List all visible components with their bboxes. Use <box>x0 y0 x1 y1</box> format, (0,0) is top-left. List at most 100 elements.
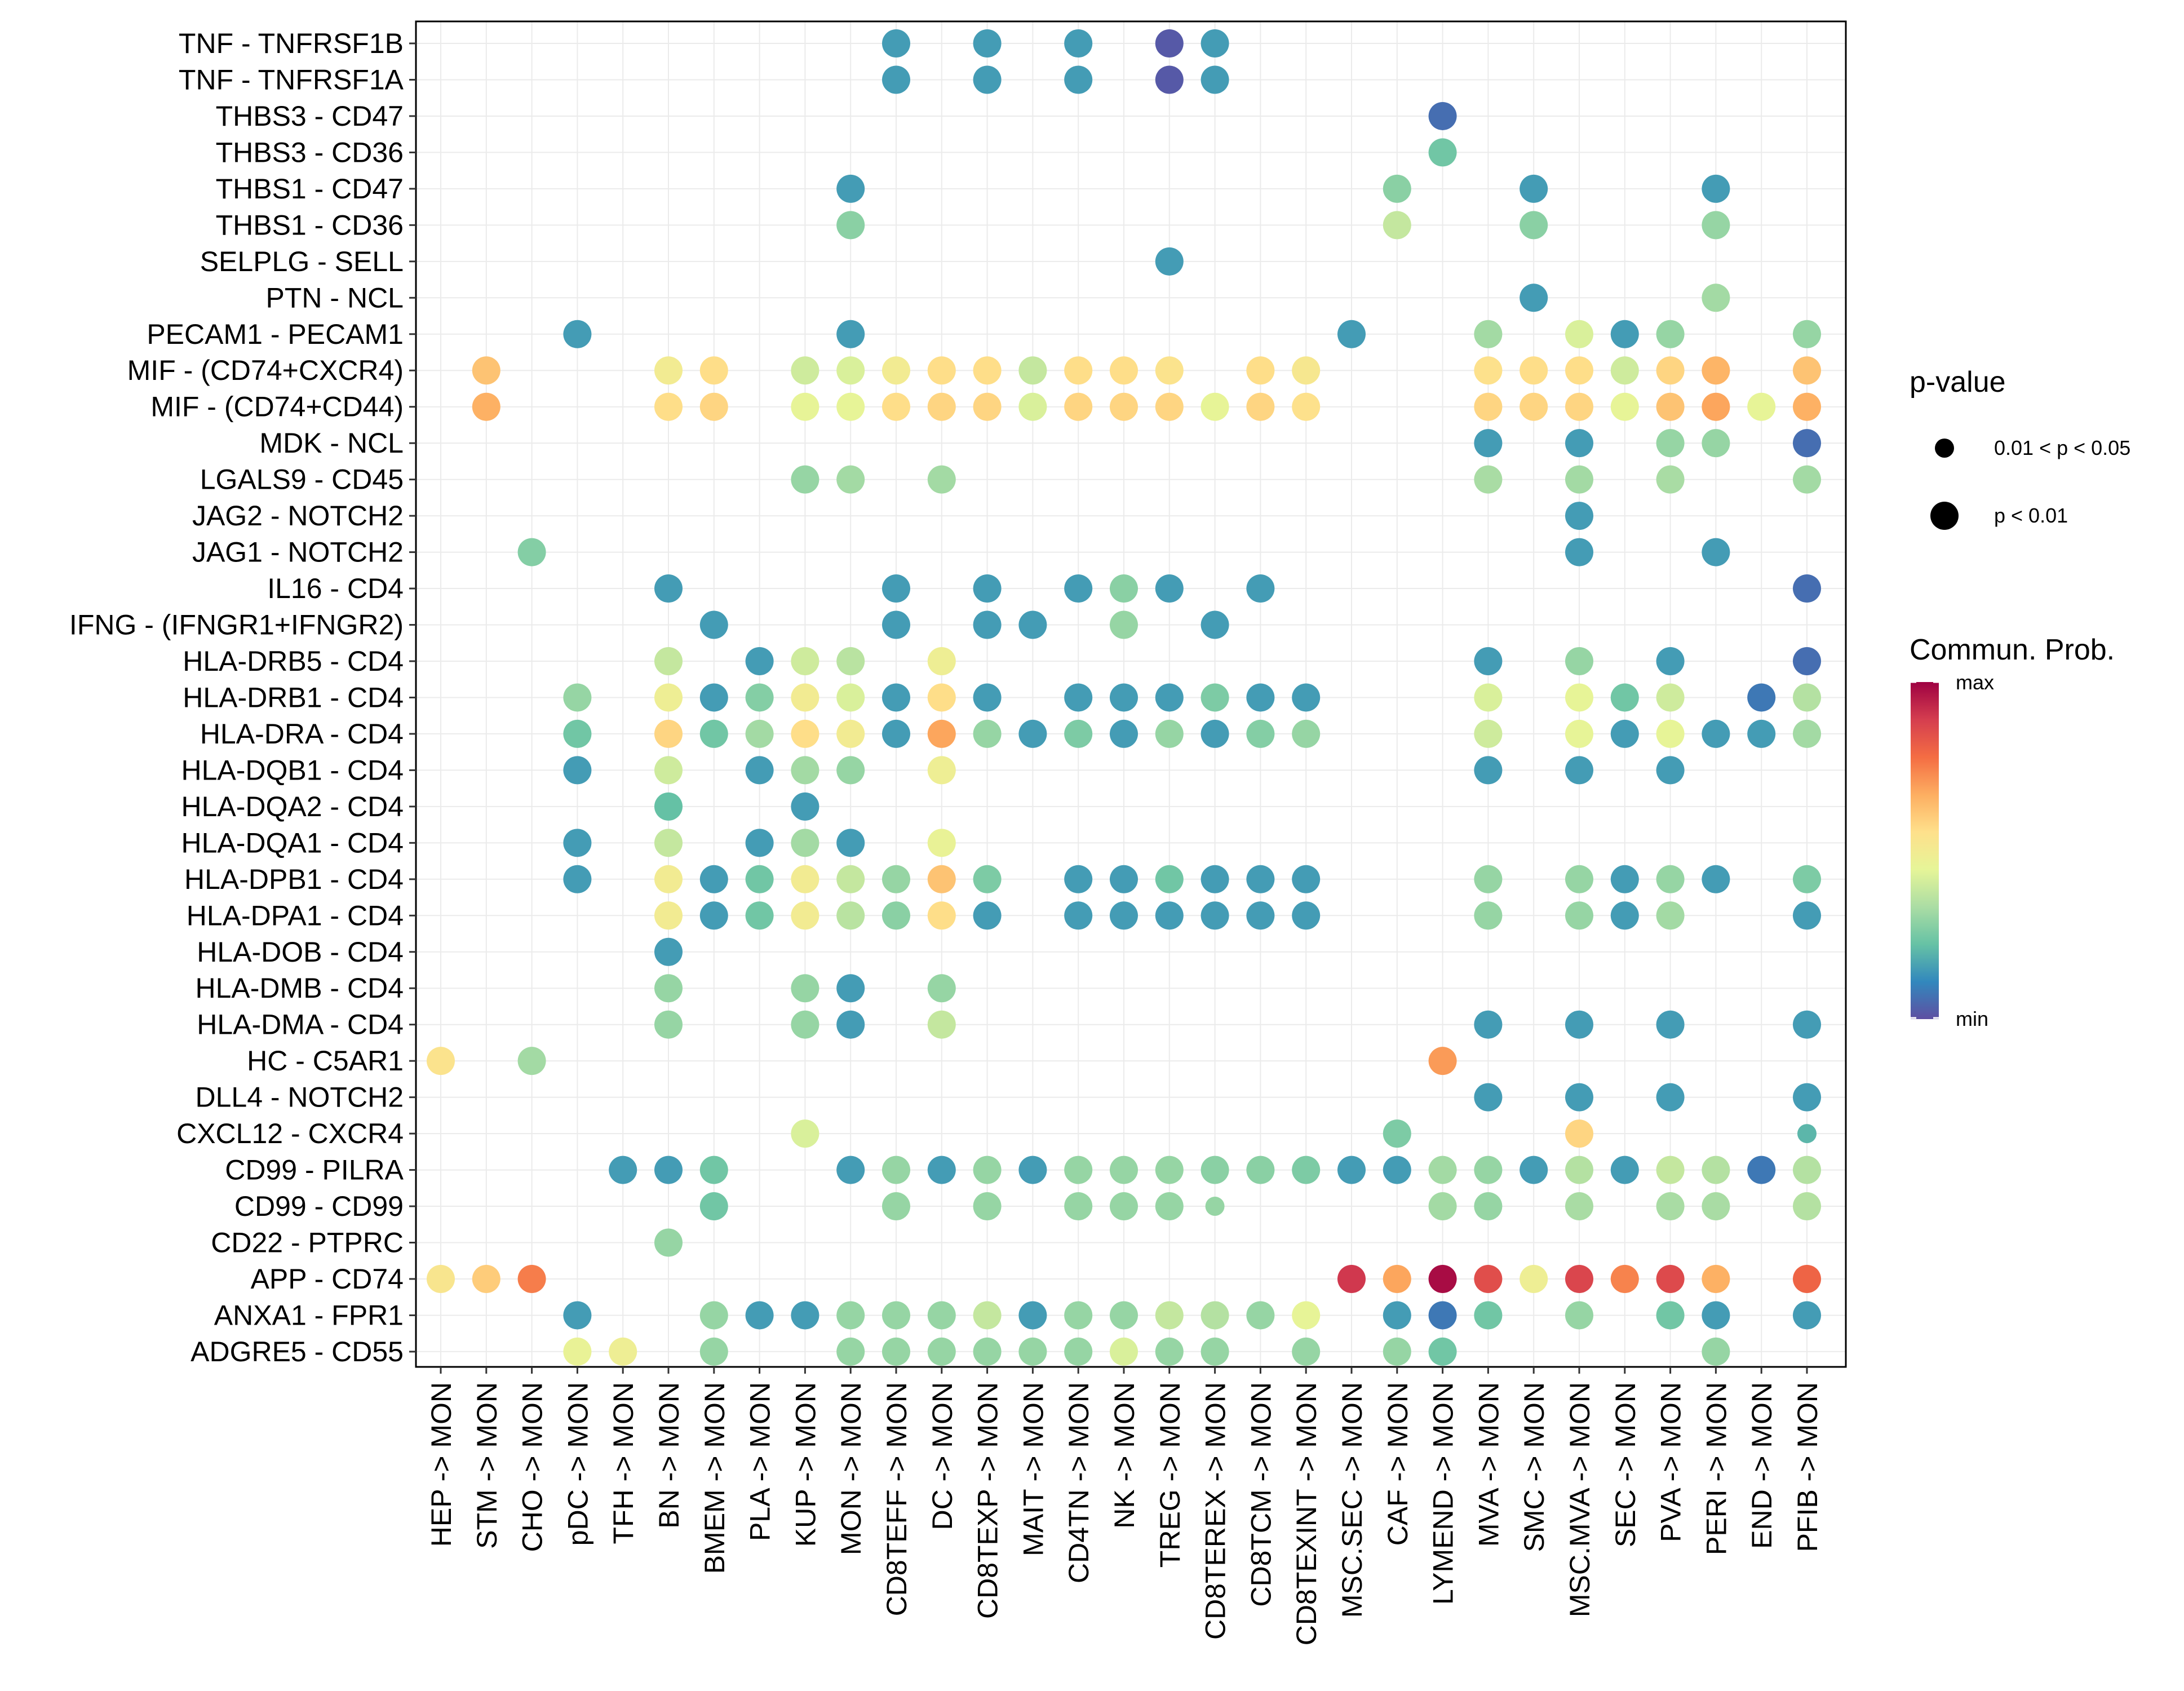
data-point <box>927 865 956 893</box>
data-point <box>1383 1119 1411 1148</box>
data-point <box>973 865 1002 893</box>
y-axis-tick-label: SELPLG - SELL <box>200 246 404 277</box>
data-point <box>699 1156 728 1184</box>
data-point <box>1565 647 1593 675</box>
data-point <box>1428 1301 1457 1330</box>
data-point <box>1428 1192 1457 1221</box>
data-point <box>1474 465 1503 494</box>
data-point <box>1110 356 1138 385</box>
data-point <box>654 647 683 675</box>
data-point <box>654 683 683 712</box>
data-point <box>1565 1083 1593 1112</box>
y-axis-tick-label: ADGRE5 - CD55 <box>191 1336 404 1367</box>
x-axis-tick-label: HEP -> MON <box>426 1382 457 1547</box>
data-point <box>517 1047 546 1075</box>
data-point <box>1018 1301 1047 1330</box>
data-point <box>1110 1337 1138 1366</box>
y-axis-tick-label: HLA-DMB - CD4 <box>196 972 404 1004</box>
data-point <box>1018 1156 1047 1184</box>
data-point <box>699 901 728 930</box>
data-point <box>1702 429 1730 458</box>
data-point <box>1155 65 1184 94</box>
data-point <box>745 683 774 712</box>
data-point <box>1200 1337 1229 1366</box>
x-axis-tick-label: PVA -> MON <box>1655 1382 1687 1542</box>
data-point <box>563 829 592 857</box>
data-point <box>1474 756 1503 785</box>
data-point <box>699 356 728 385</box>
data-point <box>973 1156 1002 1184</box>
data-point <box>517 1264 546 1293</box>
data-point <box>1064 65 1093 94</box>
data-point <box>1155 719 1184 748</box>
data-point <box>1064 356 1093 385</box>
data-point <box>1747 1156 1776 1184</box>
data-point <box>1292 392 1321 421</box>
y-axis-tick-label: IFNG - (IFNGR1+IFNGR2) <box>69 609 404 641</box>
data-point <box>1702 1264 1730 1293</box>
data-point <box>1793 683 1821 712</box>
x-axis-tick-label: CD8TEXP -> MON <box>972 1382 1004 1619</box>
data-point <box>654 1156 683 1184</box>
data-point <box>1565 356 1593 385</box>
data-point <box>1064 719 1093 748</box>
data-point <box>699 1192 728 1221</box>
data-point <box>882 719 910 748</box>
data-point <box>1565 465 1593 494</box>
data-point <box>1702 211 1730 240</box>
data-point <box>1064 1337 1093 1366</box>
y-axis: TNF - TNFRSF1B TNF - TNFRSF1A THBS3 - CD47… <box>69 28 416 1367</box>
data-point <box>1110 683 1138 712</box>
data-point <box>1155 1192 1184 1221</box>
data-point <box>1793 1010 1821 1039</box>
data-point <box>1474 356 1503 385</box>
data-point <box>1610 1156 1639 1184</box>
data-point <box>1428 1337 1457 1366</box>
data-point <box>791 865 819 893</box>
data-point <box>1018 610 1047 639</box>
data-point <box>973 683 1002 712</box>
data-point <box>1383 1301 1411 1330</box>
data-point <box>791 829 819 857</box>
data-point <box>472 1264 500 1293</box>
color-legend-min-label: min <box>1956 1007 1988 1030</box>
data-point <box>791 392 819 421</box>
plot-panel-border <box>415 20 1847 1368</box>
data-point <box>1292 901 1321 930</box>
color-legend-title: Commun. Prob. <box>1910 634 2115 666</box>
data-point <box>1383 174 1411 203</box>
y-axis-tick-label: APP - CD74 <box>251 1263 404 1295</box>
data-point <box>1565 429 1593 458</box>
x-axis-tick-label: CD8TCM -> MON <box>1245 1382 1277 1607</box>
data-point <box>1246 901 1275 930</box>
data-point <box>1383 1337 1411 1366</box>
data-point <box>927 1337 956 1366</box>
data-point <box>563 865 592 893</box>
data-point <box>1702 538 1730 566</box>
data-point <box>745 901 774 930</box>
x-axis: HEP -> MON STM -> MON CHO -> MON pDC -> MON… <box>426 1367 1823 1645</box>
data-point <box>1064 574 1093 603</box>
data-point <box>1702 1337 1730 1366</box>
data-point <box>654 356 683 385</box>
data-point <box>791 1010 819 1039</box>
y-axis-tick-label: CD22 - PTPRC <box>211 1227 404 1259</box>
p-value-legend-label-1: 0.01 < p < 0.05 <box>1994 436 2130 459</box>
data-point <box>1383 1156 1411 1184</box>
data-point <box>882 901 910 930</box>
data-point <box>1656 320 1685 348</box>
data-point <box>973 1337 1002 1366</box>
data-point <box>836 901 865 930</box>
data-point <box>1610 865 1639 893</box>
x-axis-tick-label: STM -> MON <box>471 1382 503 1549</box>
data-point <box>791 647 819 675</box>
data-point <box>1656 1010 1685 1039</box>
data-point <box>1793 647 1821 675</box>
data-point <box>1520 174 1548 203</box>
data-point <box>1656 756 1685 785</box>
data-point <box>1793 429 1821 458</box>
data-point <box>1474 901 1503 930</box>
data-point <box>1656 1264 1685 1293</box>
data-point <box>927 647 956 675</box>
data-point <box>1793 320 1821 348</box>
